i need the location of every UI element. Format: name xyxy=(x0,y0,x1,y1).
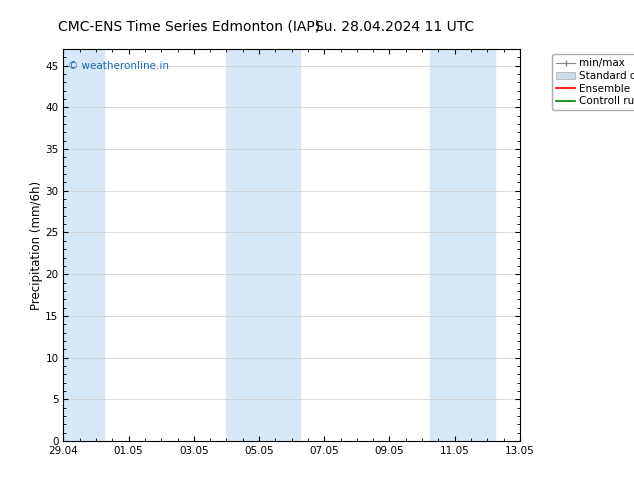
Y-axis label: Precipitation (mm/6h): Precipitation (mm/6h) xyxy=(30,180,42,310)
Bar xyxy=(63,49,104,441)
Text: Su. 28.04.2024 11 UTC: Su. 28.04.2024 11 UTC xyxy=(314,20,474,34)
Text: CMC-ENS Time Series Edmonton (IAP): CMC-ENS Time Series Edmonton (IAP) xyxy=(58,20,320,34)
Bar xyxy=(226,49,300,441)
Text: © weatheronline.in: © weatheronline.in xyxy=(68,61,169,71)
Legend: min/max, Standard deviation, Ensemble mean run, Controll run: min/max, Standard deviation, Ensemble me… xyxy=(552,54,634,110)
Bar xyxy=(430,49,495,441)
